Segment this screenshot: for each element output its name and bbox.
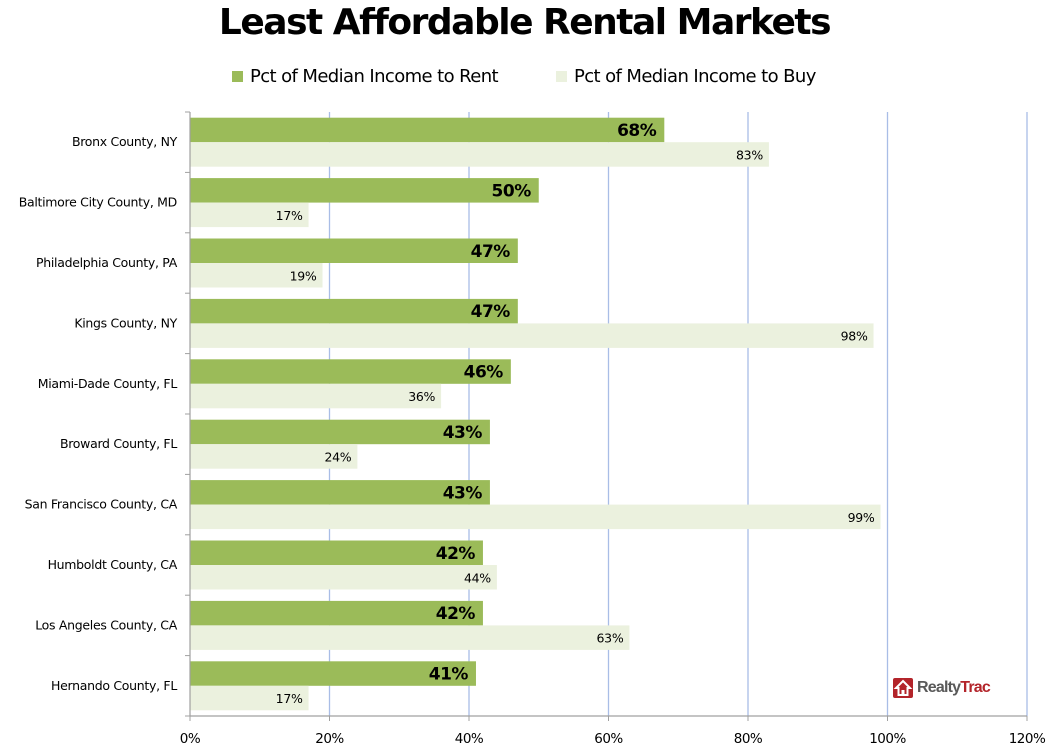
category-label: San Francisco County, CA <box>25 497 178 512</box>
data-label-rent: 68% <box>617 121 657 141</box>
data-label-buy: 17% <box>276 208 303 223</box>
chart-title: Least Affordable Rental Markets <box>218 2 832 43</box>
bar-rent <box>190 661 476 686</box>
data-label-rent: 47% <box>471 302 511 322</box>
bar-buy <box>190 444 358 469</box>
bar-buy <box>190 263 323 288</box>
bar-rent <box>190 600 483 626</box>
x-tick-label: 0% <box>180 731 201 747</box>
bar-rent <box>190 238 518 263</box>
legend-item-rent: Pct of Median Income to Rent <box>232 66 499 87</box>
data-label-buy: 24% <box>325 449 352 464</box>
logo-text-realty: Realty <box>917 679 961 696</box>
category-label: Baltimore City County, MD <box>19 195 177 210</box>
x-tick-label: 20% <box>315 731 344 747</box>
category-label: Broward County, FL <box>60 436 177 451</box>
bar-rent <box>190 178 539 203</box>
data-label-rent: 47% <box>471 242 511 262</box>
x-tick-label: 80% <box>734 731 763 747</box>
bar-buy <box>190 383 442 409</box>
x-tick-label: 100% <box>869 731 906 747</box>
bar-buy <box>190 142 769 167</box>
bar-buy <box>190 685 309 711</box>
bar-buy <box>190 202 309 228</box>
legend-swatch-rent <box>232 71 243 82</box>
bar-buy <box>190 504 881 530</box>
data-label-buy: 44% <box>464 570 491 585</box>
bar-rent <box>190 480 490 505</box>
legend-label-rent: Pct of Median Income to Rent <box>250 66 499 87</box>
bar-buy <box>190 323 874 348</box>
bar-rent <box>190 298 518 324</box>
data-label-buy: 17% <box>276 691 303 706</box>
category-label: Los Angeles County, CA <box>35 617 178 632</box>
bar-buy <box>190 625 630 650</box>
category-label: Philadelphia County, PA <box>36 255 178 270</box>
bar-rent <box>190 419 490 445</box>
logo-text-trac: Trac <box>960 679 991 696</box>
data-label-rent: 43% <box>443 483 483 503</box>
data-label-rent: 50% <box>492 181 532 201</box>
data-label-rent: 42% <box>436 604 476 624</box>
x-tick-label: 60% <box>594 731 623 747</box>
data-label-rent: 46% <box>464 363 504 383</box>
data-label-buy: 19% <box>290 268 317 283</box>
bar-rent <box>190 540 483 565</box>
category-label: Hernando County, FL <box>51 678 177 693</box>
bar-rent <box>190 117 665 143</box>
data-label-rent: 41% <box>429 665 469 685</box>
data-label-buy: 99% <box>848 510 875 525</box>
legend-swatch-buy <box>556 71 567 82</box>
data-label-buy: 63% <box>597 631 624 646</box>
data-label-rent: 42% <box>436 544 476 564</box>
data-label-buy: 98% <box>841 329 868 344</box>
legend-label-buy: Pct of Median Income to Buy <box>574 66 816 87</box>
data-label-buy: 83% <box>736 147 763 162</box>
legend-item-buy: Pct of Median Income to Buy <box>556 66 816 87</box>
x-tick-label: 120% <box>1009 731 1046 747</box>
bar-rent <box>190 359 511 384</box>
x-tick-label: 40% <box>455 731 484 747</box>
bar-buy <box>190 565 497 590</box>
category-label: Bronx County, NY <box>72 134 178 149</box>
realtytrac-logo: RealtyTrac <box>893 678 991 698</box>
category-label: Kings County, NY <box>74 315 177 330</box>
data-label-buy: 36% <box>408 389 435 404</box>
category-label: Humboldt County, CA <box>48 557 178 572</box>
legend: Pct of Median Income to Rent Pct of Medi… <box>0 66 1049 90</box>
category-label: Miami-Dade County, FL <box>38 376 178 391</box>
house-icon <box>893 678 913 698</box>
data-label-rent: 43% <box>443 423 483 443</box>
